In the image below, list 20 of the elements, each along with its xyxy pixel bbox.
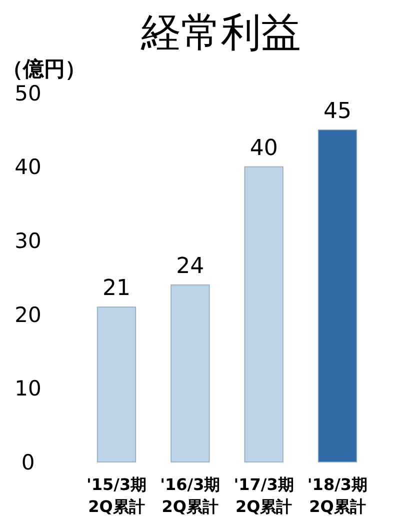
x-tick-label: '16/3期 2Q累計 (160, 475, 220, 516)
x-tick-label: '17/3期 2Q累計 (234, 475, 294, 516)
y-tick-label: 30 (14, 228, 42, 253)
x-tick-label: '18/3期 2Q累計 (307, 475, 368, 516)
y-tick-label: 0 (21, 450, 35, 474)
y-tick-label: 20 (14, 302, 42, 327)
y-axis-title: （億円） (2, 57, 86, 81)
data-label: 24 (176, 254, 204, 279)
data-label: 21 (102, 276, 131, 302)
chart-title: 経常利益 (140, 10, 301, 56)
x-tick-label: '15/3期 2Q累計 (86, 475, 147, 516)
data-label: 40 (250, 136, 278, 161)
bar (318, 130, 358, 462)
bar (244, 166, 284, 462)
y-tick-label: 40 (14, 155, 42, 180)
y-tick-label: 10 (14, 376, 42, 401)
data-label: 45 (323, 98, 352, 124)
bar (170, 284, 210, 462)
bar (96, 306, 136, 462)
y-tick-label: 50 (14, 81, 42, 106)
